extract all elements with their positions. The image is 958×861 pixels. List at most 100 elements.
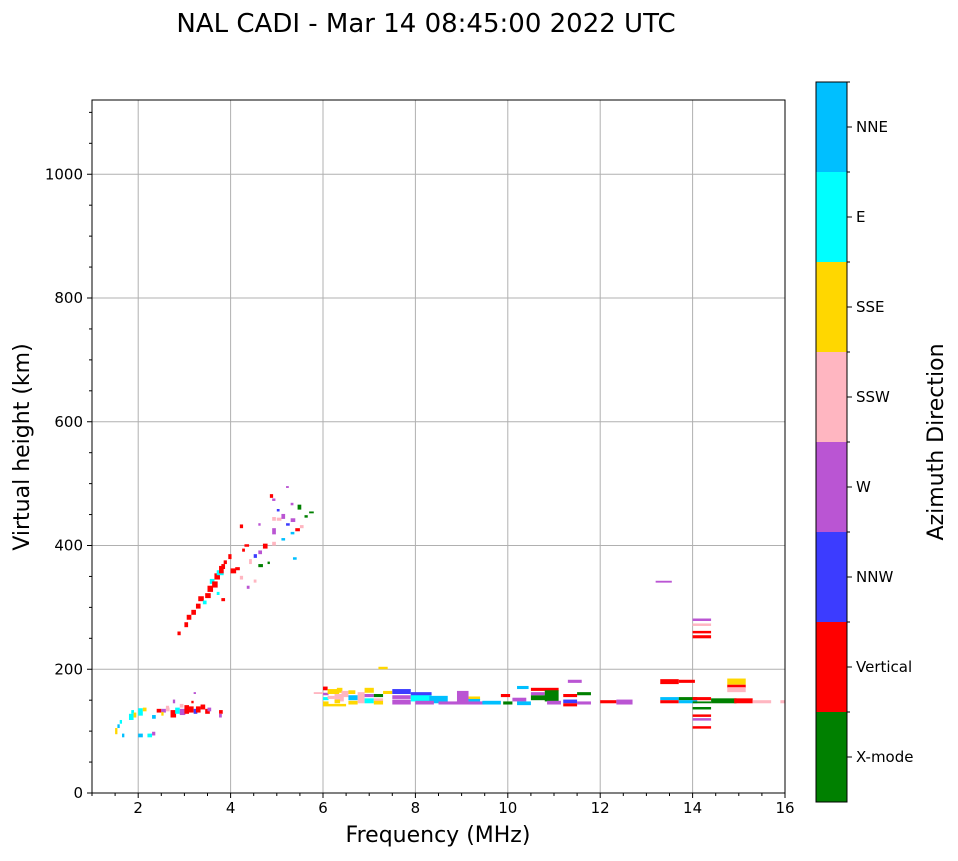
colorbar: X-mode Vertical NNW W SSW SSE E NNE (815, 81, 913, 803)
data-point (547, 700, 561, 705)
data-point (189, 706, 194, 713)
colorbar-segment (816, 622, 847, 712)
y-tick-label: 400 (54, 537, 83, 555)
data-point (577, 692, 591, 696)
colorbar-segment (816, 172, 847, 262)
data-point (616, 699, 633, 705)
data-point (191, 609, 196, 615)
data-point (195, 706, 201, 713)
data-point (219, 565, 224, 574)
x-axis-label: Frequency (MHz) (346, 823, 531, 848)
data-point (530, 692, 545, 696)
colorbar-label: Azimuth Direction (924, 343, 949, 540)
data-point (297, 504, 302, 510)
data-point (221, 564, 226, 570)
data-point (290, 531, 295, 535)
data-point (177, 631, 181, 636)
data-point (165, 705, 170, 710)
data-point (727, 678, 746, 685)
data-point (115, 728, 118, 735)
data-point (336, 687, 343, 693)
data-point (304, 515, 308, 518)
colorbar-tick-label: Vertical (856, 658, 912, 676)
data-point (299, 525, 304, 529)
data-point (161, 711, 164, 716)
data-point (734, 698, 753, 704)
data-point (152, 715, 156, 719)
colorbar-segment (816, 442, 847, 532)
axes: 2 4 6 8 10 12 14 16 0 200 400 600 800 1000 (45, 111, 795, 817)
data-point (131, 710, 135, 714)
data-point (373, 698, 384, 702)
data-point (348, 695, 358, 701)
data-point (235, 567, 240, 571)
data-point (530, 695, 550, 701)
data-point (364, 698, 374, 704)
data-point (272, 517, 276, 521)
data-point (530, 687, 559, 691)
grid-lines (92, 100, 785, 793)
data-point (286, 523, 290, 526)
data-point (692, 701, 712, 704)
data-point (323, 686, 328, 691)
data-point (228, 554, 232, 560)
data-point (292, 557, 297, 560)
data-point (269, 494, 274, 498)
data-point (198, 596, 204, 602)
data-point (327, 695, 335, 699)
data-point (660, 679, 679, 685)
data-point (175, 707, 180, 714)
data-point (276, 508, 280, 512)
data-point (202, 600, 207, 605)
data-point (272, 498, 276, 501)
data-point (223, 560, 227, 565)
data-point (544, 690, 559, 702)
data-point (133, 712, 137, 718)
data-point (214, 573, 220, 580)
data-point (378, 666, 388, 670)
data-point (410, 694, 432, 702)
data-point (207, 707, 212, 712)
data-point (692, 635, 712, 639)
data-point (184, 705, 190, 714)
chart-title: NAL CADI - Mar 14 08:45:00 2022 UTC (176, 9, 675, 39)
data-point (156, 708, 162, 713)
data-point (253, 554, 257, 558)
data-point (692, 618, 712, 621)
data-point (262, 543, 268, 549)
data-point (600, 700, 617, 704)
data-point (692, 630, 712, 634)
data-point (727, 684, 746, 688)
data-point (415, 700, 434, 705)
data-point (239, 524, 244, 529)
colorbar-tick-label: SSE (856, 298, 885, 316)
data-point (170, 710, 177, 718)
data-point (281, 513, 286, 519)
data-point (172, 699, 176, 704)
data-point (161, 708, 166, 713)
data-point (383, 690, 393, 694)
data-point (128, 713, 134, 720)
colorbar-tick-label: E (856, 208, 865, 226)
data-point (258, 550, 263, 555)
data-point (258, 564, 263, 568)
data-point (692, 623, 712, 626)
data-point (456, 690, 469, 704)
data-point (290, 502, 294, 506)
data-point (138, 708, 143, 716)
data-point (272, 541, 276, 546)
data-point (290, 518, 296, 522)
data-point (219, 713, 222, 718)
data-point (334, 699, 341, 704)
data-point (138, 733, 143, 738)
data-point (267, 561, 270, 565)
data-point (323, 692, 329, 696)
data-point (468, 696, 481, 701)
data-point (563, 699, 578, 704)
y-tick-label: 800 (54, 289, 83, 307)
data-point (244, 544, 250, 547)
colorbar-segment (816, 712, 847, 802)
data-point (184, 622, 189, 628)
data-point (567, 679, 582, 683)
data-point (678, 697, 698, 701)
